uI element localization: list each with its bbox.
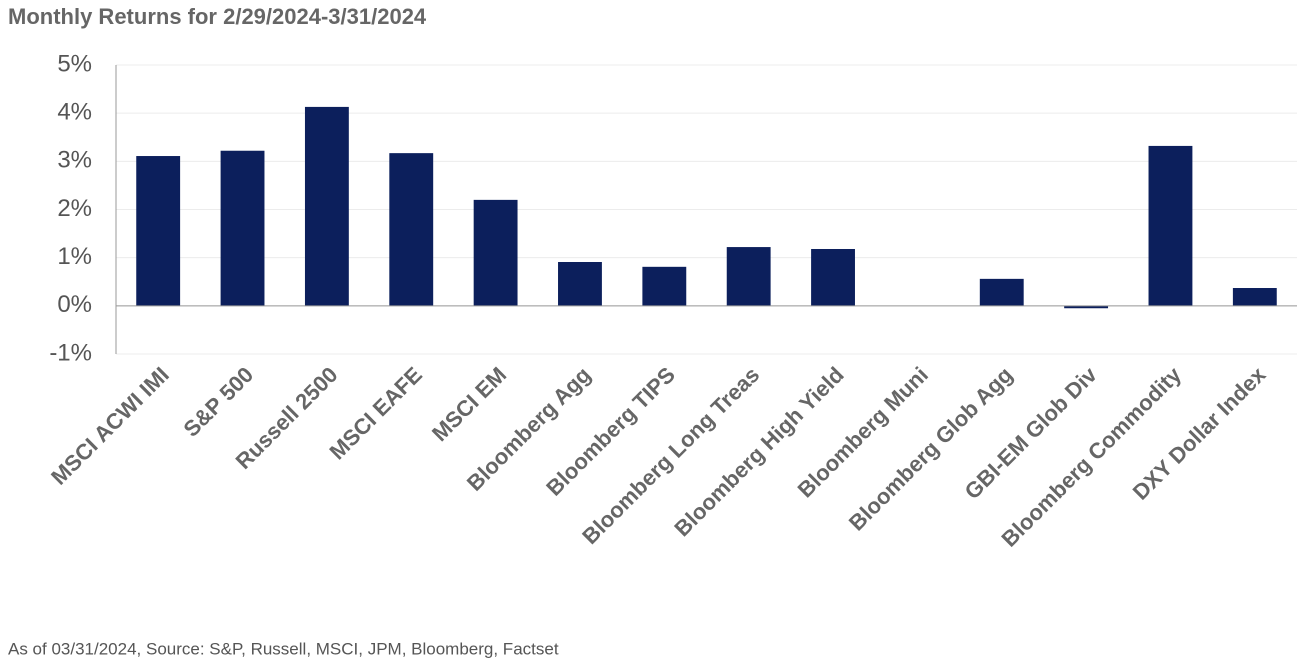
bar bbox=[726, 247, 771, 306]
bar bbox=[220, 150, 265, 306]
y-tick-label: 1% bbox=[57, 243, 92, 270]
bar bbox=[979, 278, 1024, 306]
bar bbox=[136, 156, 181, 306]
bar bbox=[642, 266, 687, 306]
bar bbox=[473, 199, 518, 306]
x-tick-label: Bloomberg Glob Agg bbox=[844, 362, 1018, 536]
y-tick-label: 2% bbox=[57, 195, 92, 222]
x-tick-label: MSCI EM bbox=[427, 362, 511, 446]
bar bbox=[389, 153, 434, 306]
bar bbox=[1232, 288, 1277, 306]
x-tick-label: MSCI ACWI IMI bbox=[46, 362, 174, 490]
x-tick-label: S&P 500 bbox=[179, 362, 259, 442]
chart-title: Monthly Returns for 2/29/2024-3/31/2024 bbox=[8, 4, 427, 29]
bar bbox=[1064, 305, 1109, 309]
bar bbox=[304, 106, 349, 306]
y-tick-label: 0% bbox=[57, 291, 92, 318]
bar bbox=[558, 262, 602, 306]
y-tick-label: 3% bbox=[57, 147, 92, 174]
bar bbox=[811, 248, 855, 306]
y-tick-label: -1% bbox=[49, 339, 92, 366]
y-tick-label: 5% bbox=[57, 50, 92, 77]
y-tick-label: 4% bbox=[57, 99, 92, 126]
footnote: As of 03/31/2024, Source: S&P, Russell, … bbox=[8, 639, 559, 658]
bar bbox=[1148, 145, 1193, 306]
x-tick-label: Bloomberg High Yield bbox=[669, 362, 848, 541]
